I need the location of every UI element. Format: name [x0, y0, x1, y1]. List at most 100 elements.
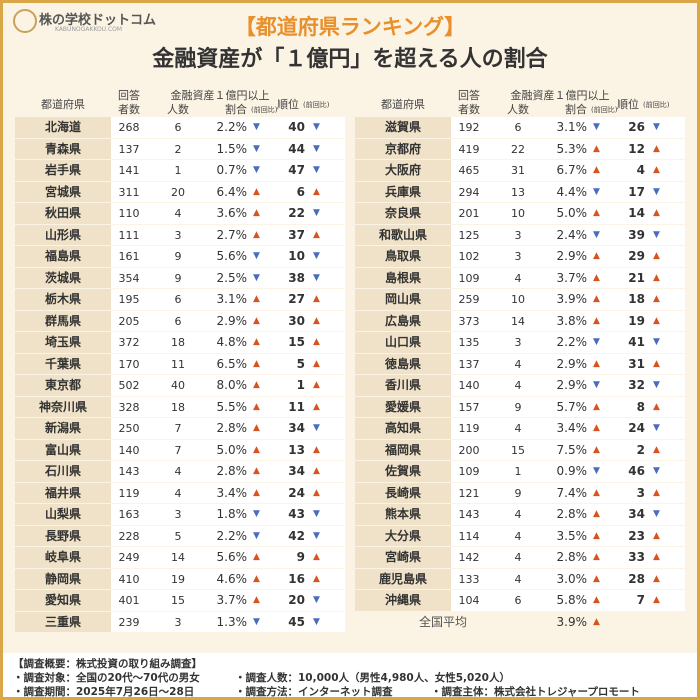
count: 3 [514, 250, 522, 263]
share-change: ▲ [253, 186, 260, 197]
footer: 【調査概要：株式投資の取り組み調査】 ・調査対象：全国の20代〜70代の男女 ・… [3, 653, 697, 697]
count: 10 [511, 207, 525, 220]
prefecture: 北海道 [15, 117, 111, 138]
rank-change: ▼ [653, 509, 660, 519]
respondents: 170 [118, 357, 140, 371]
rank-change: ▼ [313, 251, 320, 261]
rank: 4 [636, 163, 645, 177]
share-change: ▼ [593, 337, 600, 347]
share: 2.5% [216, 270, 248, 285]
rank-change: ▼ [653, 423, 660, 433]
rank-change: ▲ [653, 530, 660, 541]
count: 15 [171, 594, 185, 607]
rank-change: ▲ [653, 165, 660, 175]
prefecture: 広島県 [355, 310, 451, 331]
share: 3.0% [556, 571, 588, 586]
rank: 47 [288, 163, 305, 177]
footer-item: ・調査期間：2025年7月26日〜28日 [13, 686, 195, 698]
share-change: ▲ [253, 294, 260, 304]
rank-change: ▲ [653, 401, 660, 412]
share-change: ▲ [253, 358, 260, 369]
prefecture: 三重県 [15, 611, 111, 632]
share-change: ▲ [253, 423, 260, 433]
share: 2.2% [556, 335, 588, 349]
rank: 37 [288, 227, 305, 242]
share-change: ▲ [593, 251, 600, 261]
count: 3 [174, 508, 182, 521]
header-note: (前回比) [591, 106, 618, 114]
header: 割合 [225, 103, 247, 116]
rank-change: ▼ [313, 595, 320, 605]
count: 1 [514, 465, 522, 478]
share: 8.0% [216, 378, 248, 392]
rank: 1 [296, 378, 305, 392]
respondents: 372 [118, 336, 140, 349]
share: 2.8% [556, 507, 588, 521]
prefecture: 山形県 [15, 224, 111, 245]
prefecture: 宮崎県 [355, 547, 451, 568]
rank-change: ▼ [653, 229, 660, 240]
share-change: ▲ [593, 294, 600, 304]
count: 9 [174, 271, 182, 285]
prefecture: 島根県 [355, 267, 451, 288]
count: 4 [514, 551, 522, 564]
count: 4 [514, 357, 522, 371]
share-change: ▲ [253, 595, 260, 605]
logo-url: KABUNOGAKKOU.COM [55, 26, 123, 33]
share: 0.9% [556, 464, 588, 478]
share: 5.3% [556, 141, 588, 156]
rank: 6 [296, 184, 305, 199]
rank: 27 [288, 292, 305, 306]
count: 4 [514, 422, 522, 435]
header-note: (前回比) [251, 106, 278, 114]
prefecture: 鹿児島県 [355, 568, 451, 589]
share: 3.5% [556, 528, 588, 543]
share: 3.4% [556, 421, 588, 435]
header: 金融資産１億円以上 [170, 89, 270, 102]
share: 3.6% [216, 206, 248, 220]
count: 18 [171, 400, 185, 414]
rank: 30 [288, 313, 305, 328]
respondents: 373 [458, 314, 480, 328]
rank: 23 [628, 528, 645, 543]
rank-change: ▲ [313, 358, 320, 369]
share: 1.5% [216, 141, 248, 156]
rank-change: ▲ [313, 444, 320, 455]
respondents: 137 [118, 142, 140, 156]
prefecture: 熊本県 [355, 504, 451, 525]
respondents: 140 [118, 443, 140, 457]
share: 7.4% [556, 485, 588, 500]
share-change: ▼ [253, 616, 260, 627]
prefecture: 沖縄県 [355, 590, 451, 611]
rank-change: ▲ [653, 595, 660, 605]
respondents: 419 [458, 142, 480, 156]
rank: 22 [288, 206, 305, 220]
share: 2.8% [216, 421, 248, 435]
rank-change: ▲ [653, 272, 660, 283]
share-change: ▲ [593, 401, 600, 412]
rank-change: ▼ [313, 122, 320, 132]
rank: 44 [288, 141, 305, 156]
share-change: ▼ [593, 229, 600, 240]
prefecture: 富山県 [15, 439, 111, 460]
share-change: ▲ [253, 552, 260, 562]
prefecture: 長野県 [15, 525, 111, 546]
share: 2.8% [216, 464, 248, 478]
count: 7 [174, 443, 182, 457]
rank-change: ▲ [313, 229, 320, 240]
count: 14 [171, 551, 185, 564]
respondents: 354 [118, 271, 140, 285]
rank: 40 [288, 120, 305, 134]
prefecture: 愛知県 [15, 590, 111, 611]
share: 2.9% [216, 313, 248, 328]
share-change: ▼ [253, 251, 260, 261]
rank-change: ▲ [313, 380, 320, 390]
share-change: ▼ [593, 186, 600, 197]
share-change: ▲ [593, 208, 600, 218]
share: 2.4% [556, 227, 588, 242]
share-change: ▲ [593, 444, 600, 455]
respondents: 111 [118, 228, 140, 242]
prefecture: 山梨県 [15, 504, 111, 525]
header: 者数 [458, 103, 480, 116]
average-change: ▲ [593, 616, 600, 627]
